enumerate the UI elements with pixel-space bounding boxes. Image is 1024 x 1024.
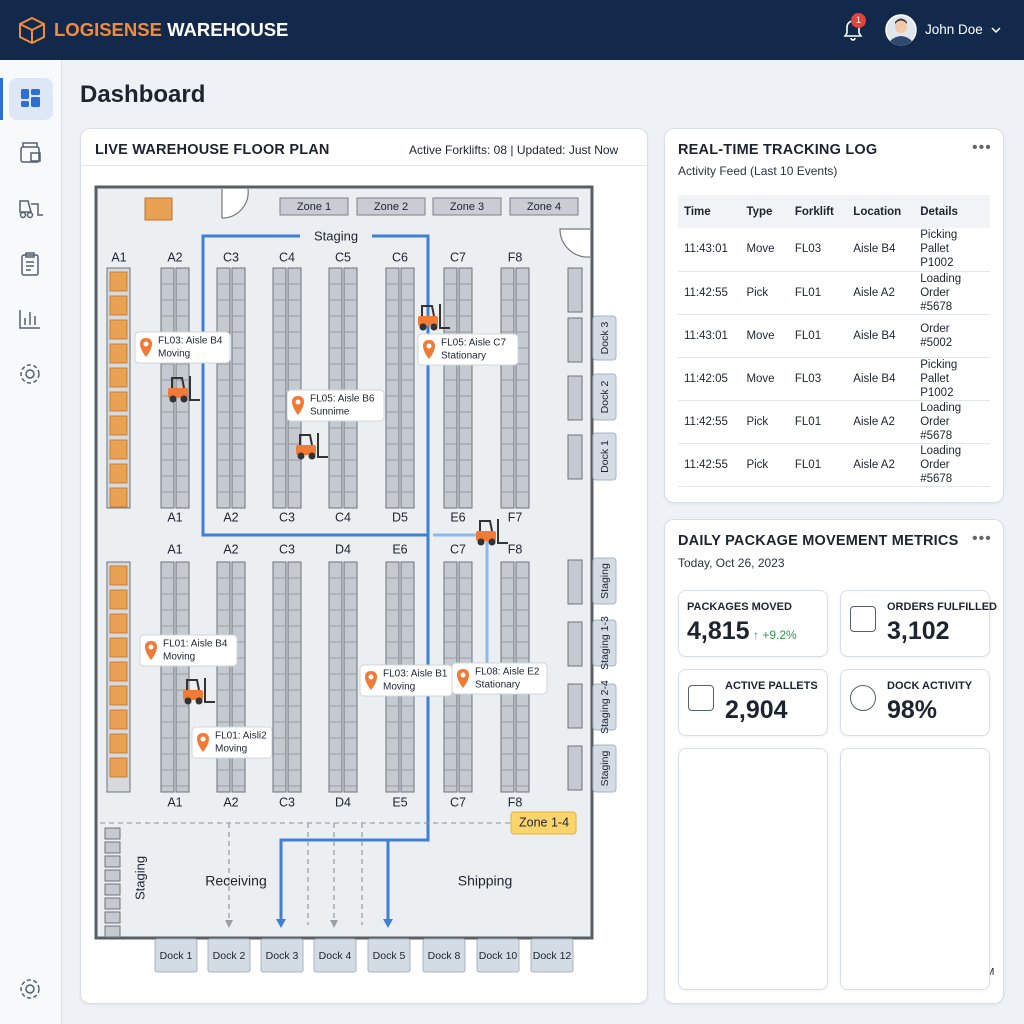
nav-icons [19, 89, 43, 999]
more-menu[interactable]: ••• [972, 530, 992, 547]
table-row: 11:43:01 Move FL01 Aisle B4 Order #5002 [678, 314, 990, 357]
table-cell: FL03 [794, 243, 822, 256]
sidebar [0, 60, 62, 1024]
table-cell: 11:42:05 [684, 372, 728, 385]
table-cell: Move [746, 243, 775, 256]
table-cell: Picking Pallet P1002 [920, 358, 958, 399]
brand-part: WAREHOUSE [167, 19, 289, 40]
brand-part: LOGISENSE [54, 19, 162, 40]
table-row: 11:42:55 Pick FL01 Aisle A2 Loading Order #5… [678, 400, 990, 443]
avatar[interactable] [885, 14, 917, 46]
nav-reports[interactable] [19, 310, 40, 329]
table-cell: Aisle A2 [853, 458, 895, 471]
kpi-label: DOCK ACTIVITY [887, 680, 973, 692]
table-cell: Aisle B4 [853, 372, 896, 385]
kpi-icon [688, 685, 714, 711]
table-cell: Aisle A2 [853, 286, 895, 299]
card-subtitle: Today, Oct 26, 2023 [678, 556, 785, 570]
kpi-label: ACTIVE PALLETS [725, 680, 818, 692]
table-cell: Aisle B4 [853, 329, 896, 342]
kpi-value: 3,102 [887, 617, 950, 645]
table-cell: FL01 [794, 286, 822, 299]
chart-card [840, 748, 990, 990]
more-menu[interactable]: ••• [972, 139, 992, 156]
nav-settings[interactable] [20, 364, 40, 384]
nav-settings-bottom[interactable] [20, 979, 40, 999]
column-header: Details [920, 205, 958, 218]
tracking-table: Time Type Forklift Location Details 11:43:01 M… [678, 195, 990, 487]
table-cell: Pick [746, 415, 769, 428]
table-cell: Aisle B4 [853, 243, 896, 256]
nav-dashboard[interactable] [21, 89, 40, 107]
kpi-label: PACKAGES MOVED [687, 601, 792, 613]
user-menu-chevron[interactable] [990, 24, 1002, 36]
table-cell: Picking Pallet P1002 [920, 229, 958, 270]
floor-plan-card [80, 128, 648, 1004]
table-cell: Pick [746, 286, 769, 299]
card-title: LIVE WAREHOUSE FLOOR PLAN [95, 142, 330, 158]
table-cell: Order #5002 [920, 322, 953, 349]
nav-forklifts[interactable] [19, 200, 43, 219]
table-row: 11:42:55 Pick FL01 Aisle A2 Loading Order #5… [678, 443, 990, 486]
nav-inventory[interactable] [20, 142, 41, 163]
table-row: 11:42:05 Move FL03 Aisle B4 Picking Pallet P… [678, 357, 990, 400]
table-cell: 11:42:55 [684, 458, 728, 471]
kpi-icon [850, 685, 876, 711]
floor-status: Active Forklifts: 08 | Updated: Just Now [409, 143, 619, 157]
nav-orders[interactable] [21, 252, 39, 276]
column-header: Forklift [794, 205, 834, 218]
table-header-row: Time Type Forklift Location Details [678, 195, 990, 228]
table-cell: FL01 [794, 329, 822, 342]
chart-card [678, 748, 828, 990]
table-cell: 11:42:55 [684, 415, 728, 428]
table-cell: Aisle A2 [853, 415, 895, 428]
top-bar: LOGISENSE WAREHOUSE 1 John Doe [0, 0, 1024, 60]
user-name[interactable]: John Doe [925, 22, 983, 37]
column-header: Location [853, 205, 902, 218]
table-cell: Loading Order #5678 [920, 401, 962, 442]
table-cell: Move [746, 329, 775, 342]
brand: LOGISENSE WAREHOUSE [54, 19, 288, 41]
card-title: DAILY PACKAGE MOVEMENT METRICS [678, 533, 959, 549]
kpi-label: ORDERS FULFILLED [887, 601, 997, 613]
active-indicator [0, 78, 3, 120]
kpi-value: 98% [887, 696, 938, 724]
table-cell: FL01 [794, 458, 822, 471]
table-cell: Pick [746, 458, 769, 471]
kpi-card [840, 590, 990, 657]
card-subtitle: Activity Feed (Last 10 Events) [678, 164, 838, 178]
kpi-change: ↑ +9.2% [753, 628, 797, 642]
table-cell: 11:43:01 [684, 243, 728, 256]
page-title: Dashboard [80, 81, 206, 108]
tracking-card [664, 128, 1004, 503]
table-cell: Loading Order #5678 [920, 444, 962, 485]
table-cell: FL01 [794, 415, 822, 428]
kpi-card [678, 590, 828, 657]
table-cell: Loading Order #5678 [920, 272, 962, 313]
table-cell: Move [746, 372, 775, 385]
table-row: 11:43:01 Move FL03 Aisle B4 Picking Pallet P… [678, 228, 990, 271]
kpi-value: 2,904 [725, 696, 788, 724]
card-title: REAL-TIME TRACKING LOG [678, 142, 878, 158]
column-header: Type [746, 205, 773, 218]
logo-icon [19, 16, 45, 44]
kpi-value: 4,815 [687, 617, 750, 645]
column-header: Time [684, 205, 711, 218]
table-row: 11:42:55 Pick FL01 Aisle A2 Loading Order #5… [678, 271, 990, 314]
kpi-card [678, 669, 828, 736]
table-cell: 11:42:55 [684, 286, 728, 299]
kpi-icon [850, 606, 876, 632]
divider [80, 165, 648, 166]
table-cell: 11:43:01 [684, 329, 728, 342]
notification-badge: 1 [851, 13, 866, 28]
table-cell: FL03 [794, 372, 822, 385]
